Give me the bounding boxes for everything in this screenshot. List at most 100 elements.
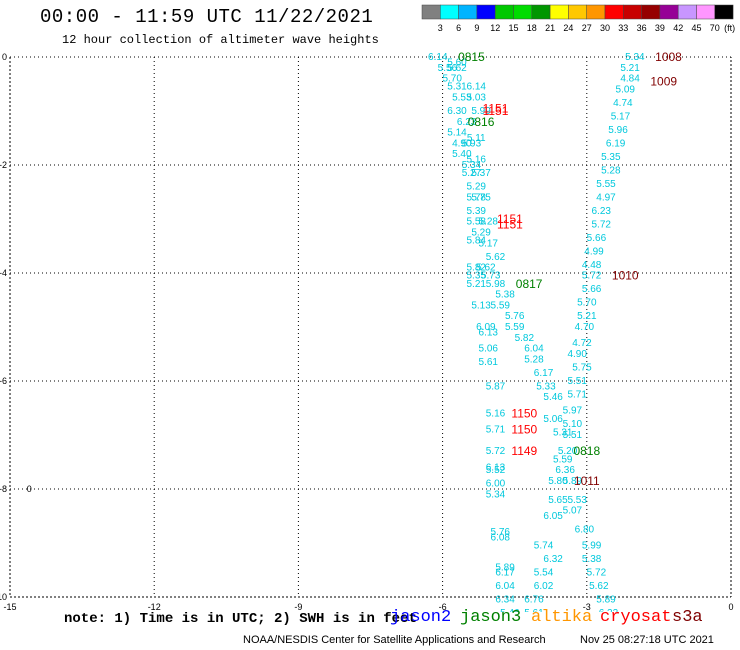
wave-height-label: 6.76 [524, 595, 544, 606]
colorbar-label: 42 [673, 23, 683, 33]
wave-height-label: 5.29 [471, 228, 491, 239]
wave-height-label: 5.34 [462, 160, 482, 171]
y-tick-label: 0 [2, 52, 7, 62]
legend-s3a: s3a [672, 608, 703, 627]
x-tick-label: -12 [148, 602, 161, 612]
wave-height-label: 5.37 [471, 168, 491, 179]
wave-height-label: 4.90 [567, 349, 587, 360]
wave-height-label: 5.53 [452, 93, 472, 104]
colorbar-label: 24 [563, 23, 573, 33]
y-tick-label: -2 [0, 160, 7, 170]
wave-height-label: 6.04 [524, 344, 544, 355]
colorbar: 3 6 9 12 15 18 21 24 27 30 33 36 39 42 45 70 (ft) [421, 4, 735, 33]
wave-height-label: 5.72 [591, 219, 611, 230]
wave-height-label: 5.59 [491, 300, 511, 311]
wave-height-label: 5.73 [481, 271, 501, 282]
pass-label-jason3: 0817 [516, 277, 543, 291]
wave-height-label: 6.05 [543, 511, 563, 522]
y-tick-label: -4 [0, 268, 7, 278]
wave-height-label: 6.30 [447, 106, 467, 117]
legend-jason2: jason2 [390, 608, 452, 627]
wave-height-label: 5.27 [462, 168, 482, 179]
wave-height-label: 5.46 [500, 608, 520, 612]
wave-height-label: 5.84 [467, 236, 487, 247]
wave-height-label: 4.97 [596, 192, 616, 203]
x-tick-label: -9 [294, 602, 302, 612]
wave-height-label: 5.70 [442, 74, 462, 85]
colorbar-label: 45 [691, 23, 701, 33]
wave-height-label: 5.31 [553, 427, 573, 438]
footer-timestamp: Nov 25 08:27:18 UTC 2021 [580, 634, 714, 646]
wave-height-label: 5.06 [543, 414, 563, 425]
wave-height-label: 5.99 [582, 541, 602, 552]
wave-height-label: 5.65 [548, 495, 568, 506]
wave-height-label: 6.36 [555, 465, 575, 476]
colorbar-label: 39 [655, 23, 665, 33]
wave-height-label: 6.09 [476, 322, 496, 333]
wave-height-label: 5.89 [495, 562, 515, 573]
wave-height-label: 5.98 [486, 279, 506, 290]
pass-label-cryosat: 1151 [497, 217, 523, 231]
wave-height-label: 5.31 [447, 82, 467, 93]
wave-height-label: 5.71 [567, 390, 587, 401]
wave-height-label: 5.39 [467, 206, 487, 217]
wave-height-label: 5.46 [543, 392, 563, 403]
pass-label-s3a: 1008 [655, 50, 682, 64]
wave-height-label: 5.35 [467, 271, 487, 282]
wave-height-label: 5.62 [486, 252, 506, 263]
pass-label-cryosat: 1149 [511, 444, 537, 458]
wave-height-label: 4.84 [620, 74, 640, 85]
wave-height-label: 5.61 [524, 608, 544, 612]
wave-height-label: 5.53 [567, 495, 587, 506]
colorbar-label: 12 [490, 23, 500, 33]
wave-height-label: 5.11 [467, 133, 486, 144]
legend-jason3: jason3 [460, 608, 522, 627]
wave-height-label: 5.61 [479, 357, 499, 368]
wave-height-label: 5.51 [567, 376, 587, 387]
wave-height-label: 4.48 [582, 260, 602, 271]
wave-height-label: 5.93 [462, 138, 482, 149]
wave-height-label: 5.72 [582, 271, 602, 282]
pass-label-cryosat: 1150 [511, 406, 537, 420]
wave-height-label: 5.06 [479, 344, 499, 355]
wave-height-label: 6.14 [467, 82, 487, 93]
wave-height-label: 5.17 [479, 238, 499, 249]
wave-height-label: 5.28 [601, 165, 621, 176]
footer-note: note: 1) Time is in UTC; 2) SWH is in fe… [64, 611, 417, 627]
wave-height-label: 5.74 [534, 541, 554, 552]
point-marker: 0 [27, 484, 32, 494]
wave-height-label: 5.89 [563, 476, 583, 487]
wave-height-label: 5.55 [596, 179, 616, 190]
wave-height-label: 5.78 [467, 192, 487, 203]
wave-height-label: 5.75 [572, 363, 592, 374]
y-tick-label: -10 [0, 592, 7, 602]
wave-height-label: 6.17 [495, 568, 515, 579]
wave-height-label: 5.62 [447, 63, 467, 74]
x-tick-label: -3 [583, 602, 591, 612]
wave-height-label: 5.21 [620, 63, 640, 74]
wave-height-label: 5.71 [486, 425, 506, 436]
wave-height-label: 5.89 [596, 595, 616, 606]
pass-label-cryosat: 1151 [483, 101, 509, 115]
x-tick-label: 0 [728, 602, 733, 612]
colorbar-swatch [714, 4, 734, 20]
wave-height-label: 5.21 [577, 311, 597, 322]
wave-height-label: 6.02 [534, 581, 554, 592]
legend-altika: altika [531, 608, 593, 627]
x-tick-label: -6 [439, 602, 447, 612]
wave-height-chart: -15-12-9-6-300-2-4-6-8-106.145.565.605.6… [0, 50, 734, 612]
wave-height-label: 6.23 [591, 206, 611, 217]
pass-label-jason3: 0816 [468, 115, 495, 129]
colorbar-label: 33 [618, 23, 628, 33]
wave-height-label: 5.40 [452, 149, 472, 160]
wave-height-label: 6.13 [486, 462, 506, 473]
wave-height-label: 4.90 [452, 138, 472, 149]
pass-label-jason3: 0818 [573, 444, 600, 458]
colorbar-unit: (ft) [724, 23, 735, 33]
wave-height-label: 4.74 [613, 98, 633, 109]
wave-height-label: 5.16 [467, 155, 487, 166]
wave-height-label: 5.80 [548, 476, 568, 487]
footer-credit: NOAA/NESDIS Center for Satellite Applica… [243, 634, 546, 646]
wave-height-label: 6.08 [491, 533, 511, 544]
wave-height-label: 6.22 [599, 608, 619, 612]
